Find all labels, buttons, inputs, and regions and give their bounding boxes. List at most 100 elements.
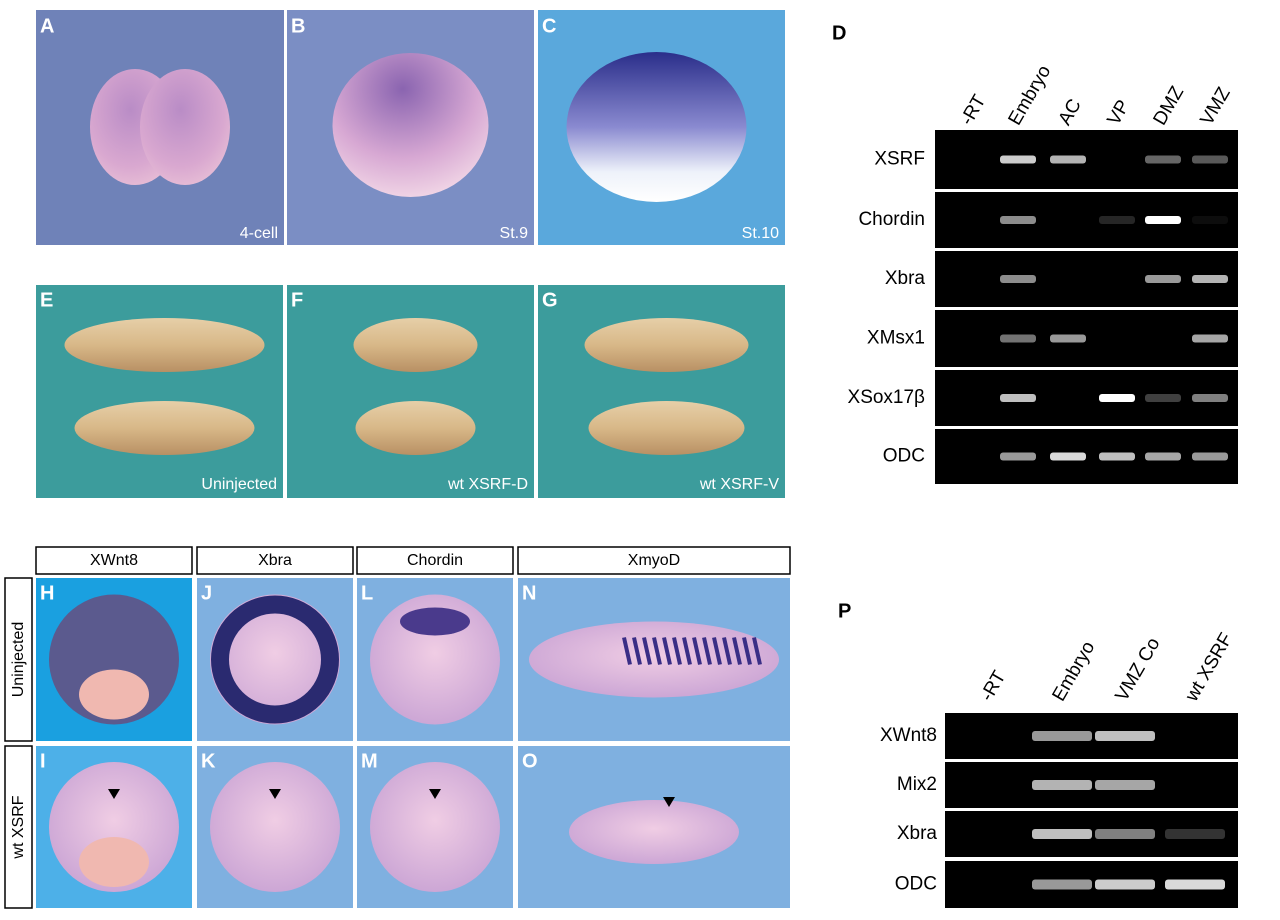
lane-label: DMZ [1149, 83, 1188, 129]
embryo [569, 800, 739, 864]
row-header-box [4, 745, 33, 909]
gel-band [1095, 780, 1155, 790]
gel-band [1095, 731, 1155, 741]
embryo [566, 52, 747, 202]
lane-label: VMZ Co [1111, 634, 1164, 705]
row-header-box [4, 577, 33, 742]
gene-label: XSox17β [848, 387, 926, 408]
gel-row [935, 251, 1238, 307]
gel-band [1095, 879, 1155, 890]
embryo [529, 621, 779, 698]
gel-band [1145, 275, 1181, 283]
panel-letter: M [361, 750, 378, 772]
gene-label: ODC [883, 446, 925, 467]
gel-band [1192, 275, 1228, 283]
tadpole [353, 318, 478, 372]
gene-label: Xbra [897, 823, 938, 844]
column-header: Xbra [258, 552, 292, 569]
column-header-box [196, 546, 354, 575]
gel-band [1000, 155, 1036, 164]
somite [652, 637, 662, 665]
gene-label: XSRF [874, 149, 925, 170]
expression [400, 607, 470, 636]
somite [722, 637, 732, 665]
panel-letter: F [291, 289, 303, 311]
lane-label: wt XSRF [1181, 630, 1237, 706]
embryo [370, 762, 500, 892]
somite [682, 637, 692, 665]
gel-band [1165, 879, 1225, 890]
tadpole [64, 318, 265, 372]
panel-letter: N [522, 582, 536, 604]
gel-band [1050, 155, 1086, 164]
tadpole [584, 318, 749, 372]
gel-band [1192, 216, 1228, 224]
panel-letter: G [542, 289, 558, 311]
blastopore [79, 669, 149, 720]
gel-band [1099, 452, 1135, 461]
somite [632, 637, 642, 665]
column-header: XWnt8 [90, 552, 138, 569]
tadpole [588, 401, 745, 455]
panel-letter: K [201, 750, 216, 772]
row-header: wt XSRF [10, 795, 27, 859]
panel-caption: 4-cell [240, 225, 278, 242]
gel-band [1000, 394, 1036, 402]
embryo [140, 69, 230, 185]
gel-band [1192, 155, 1228, 164]
panel-caption: wt XSRF-V [699, 476, 779, 493]
gel-band [1095, 829, 1155, 839]
panel-caption: Uninjected [201, 476, 277, 493]
arrowhead [269, 789, 281, 799]
column-header: Chordin [407, 552, 463, 569]
panel-caption: St.9 [500, 225, 529, 242]
gene-label: XWnt8 [880, 725, 937, 746]
panel-letter: I [40, 750, 46, 772]
gene-label: Mix2 [897, 774, 937, 795]
somite [622, 637, 632, 665]
gel-band [1032, 780, 1092, 790]
panel-letter: B [291, 15, 305, 37]
panel-letter: A [40, 15, 54, 37]
panel-letter: P [838, 600, 851, 622]
panel-letter: C [542, 15, 556, 37]
gel-band [1099, 216, 1135, 224]
gel-band [1145, 394, 1181, 402]
panel-letter: H [40, 582, 54, 604]
column-header-box [517, 546, 791, 575]
tadpole [355, 401, 476, 455]
gel-band [1050, 334, 1086, 343]
panel-caption: St.10 [742, 225, 779, 242]
panel-letter: E [40, 289, 53, 311]
gel-row [935, 370, 1238, 426]
gel-band [1000, 452, 1036, 461]
lane-label: VMZ [1196, 83, 1234, 129]
panel-caption: wt XSRF-D [447, 476, 528, 493]
panel-letter: J [201, 582, 212, 604]
panel-letter: O [522, 750, 538, 772]
somite [662, 637, 672, 665]
gel-band [1192, 334, 1228, 343]
gene-label: ODC [895, 874, 937, 895]
gel-band [1000, 216, 1036, 224]
gel-band [1145, 452, 1181, 461]
somite [672, 637, 682, 665]
somite [712, 637, 722, 665]
lane-label: -RT [956, 91, 990, 129]
gel-band [1099, 394, 1135, 402]
gene-label: XMsx1 [867, 328, 925, 349]
arrowhead [108, 789, 120, 799]
lane-label: VP [1103, 97, 1134, 129]
gel-band [1145, 155, 1181, 164]
somite [732, 637, 742, 665]
lane-label: Embryo [1048, 638, 1099, 705]
somite [642, 637, 652, 665]
lane-label: AC [1054, 96, 1085, 129]
somite [692, 637, 702, 665]
gene-label: Xbra [885, 268, 926, 289]
gene-label: Chordin [858, 209, 925, 230]
gel-band [1145, 216, 1181, 224]
gel-band [1165, 829, 1225, 839]
panel-image [36, 285, 283, 498]
